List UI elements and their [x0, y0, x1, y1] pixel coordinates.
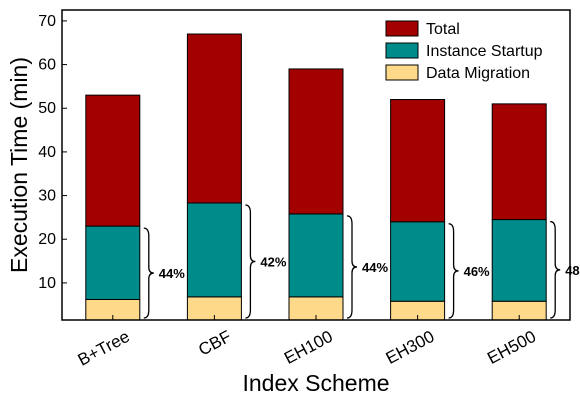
- legend-label-data-migration: Data Migration: [426, 65, 530, 82]
- bar-instance-startup-cbf: [186, 202, 242, 298]
- brackets-layer: 44% 42% 44% 46% 48%: [143, 204, 580, 319]
- bar-total-eh100: [288, 68, 344, 215]
- legend-swatch-total: [385, 20, 419, 37]
- y-tick-label-40: 40: [38, 144, 56, 161]
- legend: Total Instance Startup Data Migration: [385, 20, 543, 82]
- bar-instance-startup-eh100: [288, 213, 344, 298]
- x-tick-label-b-tree: B+Tree: [75, 327, 133, 370]
- y-tick-label-30: 30: [38, 188, 56, 205]
- x-axis-title: Index Scheme: [242, 370, 389, 396]
- bar-total-cbf: [186, 33, 242, 204]
- bracket-label-b-tree: 44%: [159, 266, 185, 281]
- bracket-eh500: [550, 220, 561, 319]
- bracket-eh300: [448, 223, 459, 319]
- legend-swatch-data-migration: [385, 64, 419, 81]
- bar-instance-startup-eh300: [390, 221, 446, 302]
- bar-instance-startup-eh500: [491, 219, 547, 302]
- x-tick-label-cbf: CBF: [195, 327, 234, 360]
- legend-swatch-instance-startup: [385, 42, 419, 59]
- bracket-eh100: [346, 215, 358, 319]
- y-tick-label-50: 50: [38, 100, 56, 117]
- y-tick-label-70: 70: [38, 13, 56, 30]
- bracket-cbf: [245, 204, 256, 319]
- bar-total-eh300: [390, 99, 446, 223]
- y-tick-label-10: 10: [38, 275, 56, 292]
- legend-label-instance-startup: Instance Startup: [426, 43, 543, 60]
- y-axis-title: Execution Time (min): [6, 57, 32, 273]
- bar-total-b-tree: [85, 94, 141, 227]
- bars-layer: [85, 33, 547, 321]
- x-tick-label-eh300: EH300: [383, 327, 438, 368]
- bracket-b-tree: [143, 227, 154, 319]
- y-tick-label-60: 60: [38, 57, 56, 74]
- y-tick-label-20: 20: [38, 231, 56, 248]
- bracket-label-cbf: 42%: [260, 254, 286, 269]
- x-tick-label-eh500: EH500: [484, 327, 539, 368]
- x-axis: B+Tree CBF EH100 EH300 EH500: [75, 315, 539, 370]
- bracket-label-eh500: 48%: [565, 263, 580, 278]
- bar-total-eh500: [491, 103, 547, 221]
- bracket-label-eh100: 44%: [362, 260, 388, 275]
- legend-label-total: Total: [426, 21, 460, 38]
- x-tick-label-eh100: EH100: [281, 327, 336, 368]
- y-axis: 10 20 30 40 50 60 70: [38, 13, 67, 292]
- plot-area-frame: [61, 9, 571, 321]
- bracket-label-eh300: 46%: [464, 264, 490, 279]
- bar-instance-startup-b-tree: [85, 225, 141, 300]
